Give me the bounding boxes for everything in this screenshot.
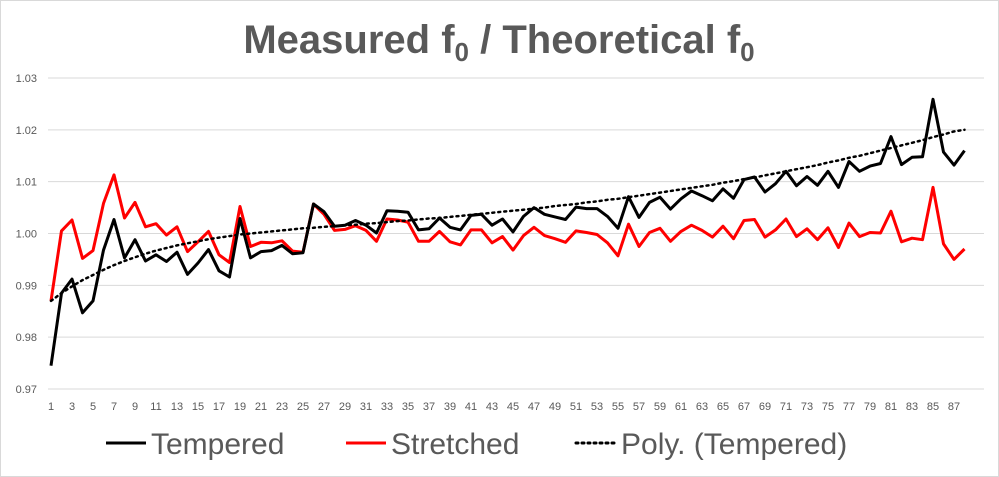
chart-title: Measured f0 / Theoretical f0 <box>243 18 754 67</box>
x-tick-label: 17 <box>213 401 225 413</box>
x-tick-label: 13 <box>171 401 183 413</box>
gridlines <box>48 77 984 390</box>
y-tick-label: 1.02 <box>16 125 37 137</box>
y-tick-label: 0.99 <box>16 280 37 292</box>
x-tick-label: 59 <box>654 401 666 413</box>
y-tick-label: 1.01 <box>16 177 37 189</box>
x-tick-label: 71 <box>780 401 792 413</box>
x-tick-label: 11 <box>150 401 161 413</box>
x-tick-label: 39 <box>444 401 456 413</box>
x-tick-label: 41 <box>465 401 477 413</box>
x-tick-label: 35 <box>402 401 414 413</box>
x-tick-label: 75 <box>822 401 834 413</box>
x-tick-label: 73 <box>801 401 813 413</box>
x-tick-label: 19 <box>234 401 246 413</box>
x-tick-label: 9 <box>132 401 138 413</box>
x-tick-label: 49 <box>549 401 561 413</box>
x-tick-label: 15 <box>192 401 204 413</box>
series-lines <box>49 97 966 366</box>
legend-label: Poly. (Tempered) <box>621 428 847 461</box>
x-tick-label: 79 <box>864 401 876 413</box>
y-tick-label: 1.03 <box>16 73 37 85</box>
x-tick-label: 69 <box>759 401 771 413</box>
x-tick-label: 27 <box>318 401 330 413</box>
y-tick-label: 1.00 <box>16 229 37 241</box>
x-tick-label: 65 <box>717 401 729 413</box>
x-axis-labels: 1 3 5 7 9 11 13 15 17 19 21 23 25 27 29 31 33 35 37 39 41 43 4… <box>48 401 960 413</box>
x-tick-label: 77 <box>843 401 855 413</box>
x-tick-label: 51 <box>570 401 582 413</box>
x-tick-label: 37 <box>423 401 435 413</box>
x-tick-label: 83 <box>906 401 918 413</box>
x-tick-label: 61 <box>675 401 687 413</box>
x-tick-label: 3 <box>69 401 75 413</box>
series-line-poly-tempered <box>49 128 966 303</box>
y-axis-labels: 0.97 0.98 0.99 1.00 1.01 1.02 1.03 <box>16 73 37 396</box>
x-tick-label: 55 <box>612 401 624 413</box>
x-tick-label: 25 <box>297 401 309 413</box>
series-line-stretched <box>49 173 966 302</box>
x-tick-label: 63 <box>696 401 708 413</box>
x-tick-label: 1 <box>48 401 54 413</box>
legend-label: Stretched <box>391 428 519 461</box>
x-tick-label: 81 <box>885 401 897 413</box>
x-tick-label: 43 <box>486 401 498 413</box>
x-tick-label: 45 <box>507 401 519 413</box>
y-tick-label: 0.98 <box>16 332 37 344</box>
x-tick-label: 87 <box>948 401 960 413</box>
y-tick-label: 0.97 <box>16 384 37 396</box>
x-tick-label: 23 <box>276 401 288 413</box>
x-tick-label: 33 <box>381 401 393 413</box>
x-tick-label: 47 <box>528 401 540 413</box>
x-tick-label: 57 <box>633 401 645 413</box>
x-tick-label: 21 <box>255 401 267 413</box>
x-tick-label: 31 <box>360 401 372 413</box>
x-tick-label: 85 <box>927 401 939 413</box>
series-line-tempered <box>49 97 966 366</box>
legend: Tempered Stretched Poly. (Tempered) <box>106 428 847 461</box>
x-tick-label: 67 <box>738 401 750 413</box>
x-tick-label: 29 <box>339 401 351 413</box>
x-tick-label: 5 <box>90 401 96 413</box>
x-tick-label: 53 <box>591 401 603 413</box>
x-tick-label: 7 <box>111 401 117 413</box>
legend-label: Tempered <box>151 428 284 461</box>
